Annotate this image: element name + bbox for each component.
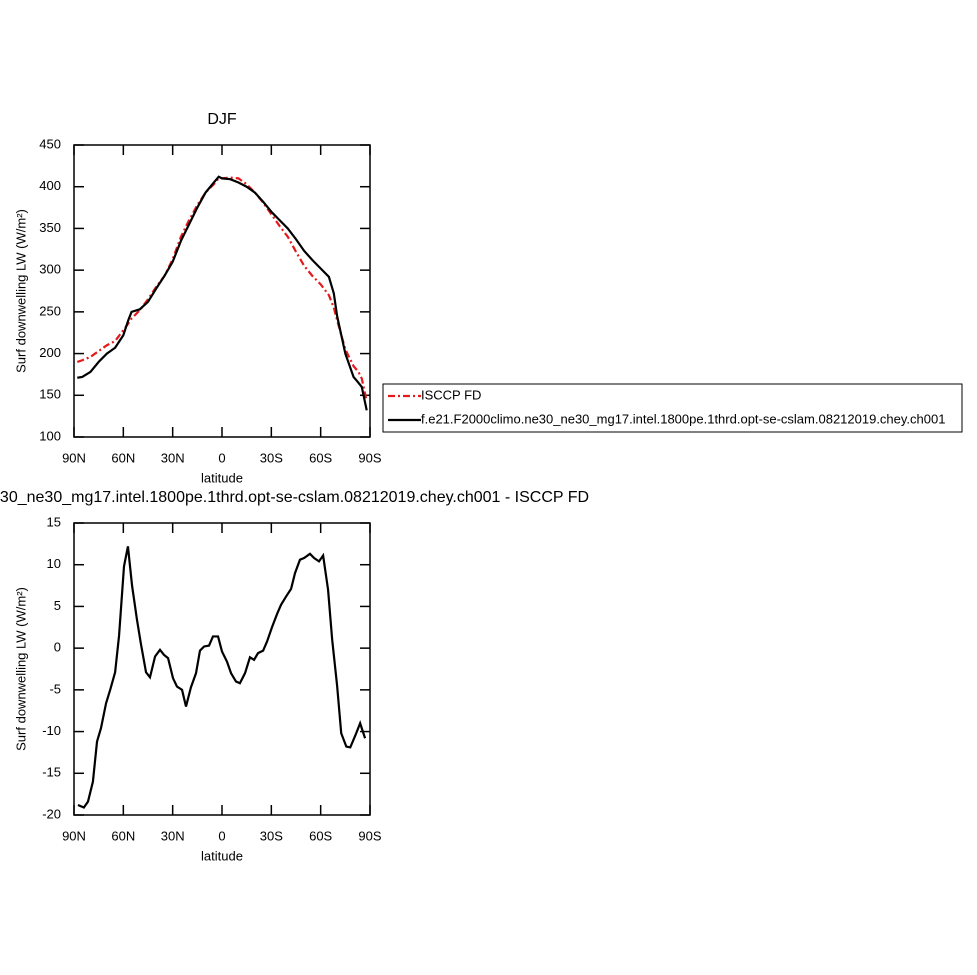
x-tick-label: 90S	[358, 828, 381, 843]
y-tick-label: 350	[39, 220, 61, 235]
legend-label: f.e21.F2000climo.ne30_ne30_mg17.intel.18…	[421, 411, 945, 426]
x-tick-label: 60N	[111, 828, 135, 843]
y-tick-label: -5	[49, 681, 61, 696]
y-tick-label: 450	[39, 136, 61, 151]
x-tick-label: 30S	[260, 450, 283, 465]
legend-box	[382, 383, 963, 433]
x-tick-label: 60S	[309, 828, 332, 843]
legend-label: ISCCP FD	[421, 387, 481, 402]
y-axis-label: Surf downwelling LW (W/m²)	[13, 209, 28, 373]
y-tick-label: 300	[39, 262, 61, 277]
x-tick-label: 90N	[62, 450, 86, 465]
x-tick-label: 0	[218, 450, 225, 465]
plot-frame	[73, 522, 371, 816]
y-tick-label: 0	[54, 640, 61, 655]
x-tick-label: 30N	[161, 828, 185, 843]
data-line	[77, 175, 368, 411]
x-tick-label: 60S	[309, 450, 332, 465]
x-tick-label: 0	[218, 828, 225, 843]
y-tick-label: 10	[47, 556, 61, 571]
y-tick-label: 400	[39, 178, 61, 193]
plot-frame	[73, 144, 371, 438]
x-axis-label: latitude	[201, 848, 243, 863]
y-tick-label: 100	[39, 428, 61, 443]
y-tick-label: 200	[39, 345, 61, 360]
y-tick-label: 250	[39, 303, 61, 318]
x-tick-label: 30N	[161, 450, 185, 465]
y-tick-label: 5	[54, 598, 61, 613]
chart-title: f.e21.F2000climo.ne30_ne30_mg17.intel.18…	[0, 489, 589, 506]
x-tick-label: 60N	[111, 450, 135, 465]
y-tick-label: 150	[39, 387, 61, 402]
x-tick-label: 90N	[62, 828, 86, 843]
y-tick-label: -15	[42, 765, 61, 780]
x-tick-label: 90S	[358, 450, 381, 465]
y-tick-label: -10	[42, 723, 61, 738]
data-line	[77, 546, 367, 809]
y-axis-label: Surf downwelling LW (W/m²)	[13, 587, 28, 751]
x-axis-label: latitude	[201, 470, 243, 485]
data-line	[76, 176, 368, 402]
y-tick-label: 15	[47, 514, 61, 529]
y-tick-label: -20	[42, 806, 61, 821]
x-tick-label: 30S	[260, 828, 283, 843]
chart-title: DJF	[207, 111, 237, 128]
